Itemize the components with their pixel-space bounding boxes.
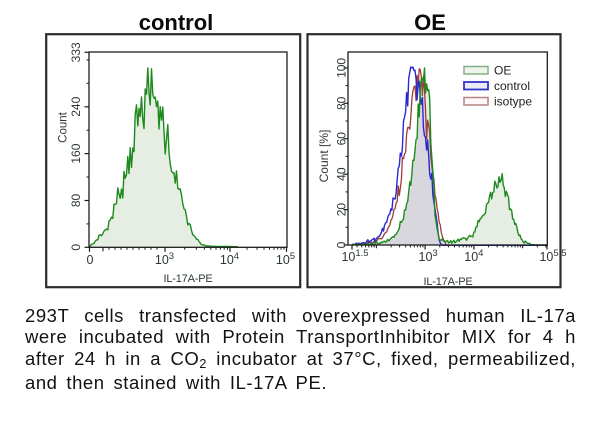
svg-text:isotype: isotype	[494, 95, 532, 109]
svg-text:0: 0	[87, 253, 94, 267]
svg-text:control: control	[139, 10, 214, 35]
svg-text:100: 100	[335, 58, 349, 78]
svg-text:0: 0	[335, 241, 349, 248]
svg-text:104: 104	[464, 248, 483, 264]
svg-text:IL-17A-PE: IL-17A-PE	[424, 276, 473, 288]
svg-text:103: 103	[155, 251, 174, 267]
svg-text:103: 103	[419, 248, 438, 264]
svg-text:Count [%]: Count [%]	[317, 130, 331, 183]
svg-text:Count: Count	[58, 111, 70, 142]
svg-text:80: 80	[69, 193, 83, 207]
svg-text:333: 333	[69, 42, 83, 62]
svg-text:IL-17A-PE: IL-17A-PE	[164, 273, 213, 285]
svg-text:60: 60	[335, 132, 349, 146]
svg-text:OE: OE	[494, 64, 511, 78]
svg-text:240: 240	[69, 96, 83, 116]
svg-text:20: 20	[335, 203, 349, 217]
svg-text:0: 0	[69, 244, 83, 251]
svg-text:105: 105	[276, 251, 295, 267]
svg-text:101.5: 101.5	[341, 248, 368, 264]
svg-text:80: 80	[335, 96, 349, 110]
svg-text:40: 40	[335, 167, 349, 181]
svg-text:160: 160	[69, 143, 83, 163]
svg-text:OE: OE	[414, 10, 446, 35]
svg-text:105.5: 105.5	[539, 248, 566, 264]
svg-text:104: 104	[220, 251, 239, 267]
svg-text:control: control	[494, 79, 530, 93]
